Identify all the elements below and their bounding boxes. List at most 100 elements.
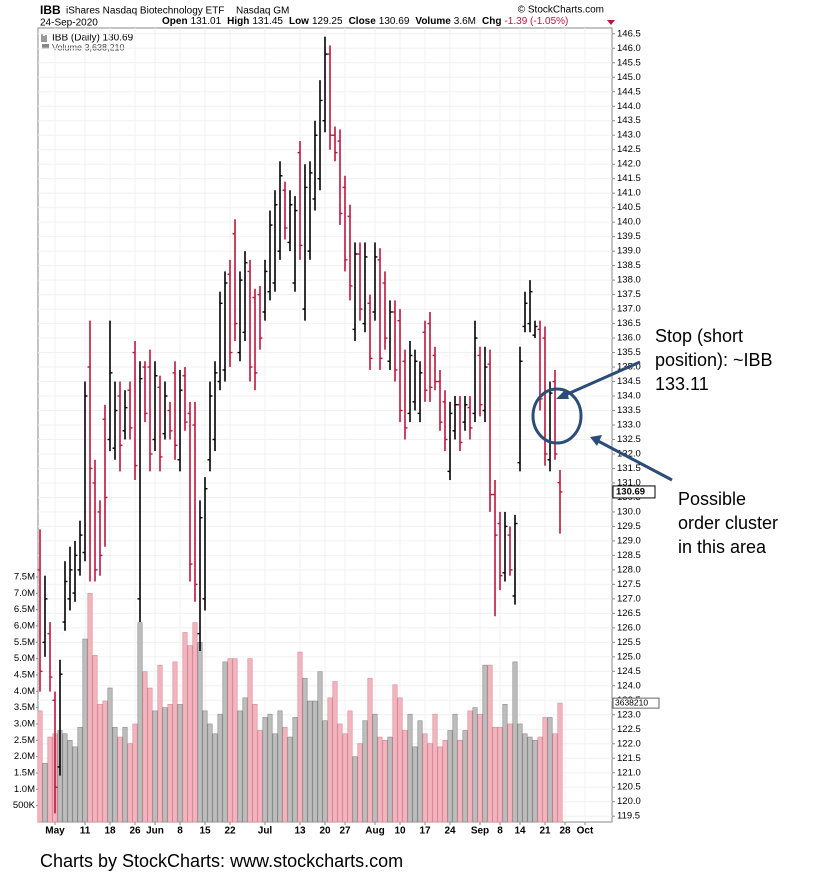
stat-label: Volume — [415, 16, 451, 27]
y-tick-label: 137.0 — [617, 304, 641, 315]
y-tick-label: 142.5 — [617, 144, 641, 155]
y-tick-label: 122.5 — [617, 724, 641, 735]
y-tick-label: 138.5 — [617, 260, 641, 271]
y-tick-label: 121.0 — [617, 767, 641, 778]
footer: Charts by StockCharts: www.stockcharts.c… — [40, 851, 403, 871]
volume-bar — [37, 710, 43, 823]
x-tick-label: 28 — [559, 826, 571, 837]
volume-bar — [367, 677, 373, 823]
volume-bar — [442, 740, 448, 823]
y-tick-label: 133.5 — [617, 405, 641, 416]
y-tick-label: 136.0 — [617, 333, 641, 344]
stat-value: 129.25 — [311, 16, 343, 27]
volume-bar — [92, 655, 98, 823]
y-tick-label: 126.0 — [617, 622, 641, 633]
y-tick-label: 140.0 — [617, 217, 641, 228]
annotation-text: position): ~IBB — [655, 350, 773, 370]
legend-volume: Volume 3,638,210 — [52, 42, 125, 52]
volume-bar — [277, 710, 283, 823]
header-stat: Close 130.69 — [349, 16, 410, 27]
volume-bar — [467, 710, 473, 823]
stat-label: Low — [288, 16, 309, 27]
volume-tick-label: 7.5M — [14, 571, 35, 582]
y-tick-label: 129.5 — [617, 521, 641, 532]
volume-bar — [97, 704, 103, 823]
volume-bar — [297, 651, 303, 823]
y-tick-label: 127.0 — [617, 593, 641, 604]
volume-bar — [232, 658, 238, 823]
volume-tick-label: 6.5M — [14, 604, 35, 615]
y-tick-label: 138.0 — [617, 275, 641, 286]
volume-bar — [222, 661, 228, 823]
y-tick-label: 131.5 — [617, 463, 641, 474]
legend-icon — [42, 44, 49, 49]
y-tick-label: 137.5 — [617, 289, 641, 300]
y-tick-label: 120.0 — [617, 796, 641, 807]
volume-bar — [122, 726, 128, 823]
x-tick-label: 27 — [339, 826, 351, 837]
volume-bar — [282, 726, 288, 823]
y-tick-label: 141.5 — [617, 173, 641, 184]
down-indicator — [607, 20, 615, 25]
volume-bar — [137, 622, 143, 823]
annotation-text: in this area — [678, 537, 767, 557]
y-tick-label: 144.0 — [617, 101, 641, 112]
y-tick-label: 135.5 — [617, 347, 641, 358]
volume-bar — [532, 740, 538, 823]
y-tick-label: 123.0 — [617, 709, 641, 720]
y-tick-label: 133.0 — [617, 420, 641, 431]
volume-tick-label: 1.5M — [14, 768, 35, 779]
volume-bar — [492, 726, 498, 823]
annotation-arrowhead — [590, 435, 602, 446]
volume-bar — [502, 704, 508, 823]
volume-bar — [312, 700, 318, 823]
volume-bar — [527, 736, 533, 823]
volume-bar — [462, 730, 468, 823]
marks: 119.5 120.0 120.5 121.0 121.5 122.0 122.5 123.0… — [13, 28, 660, 837]
volume-bar — [322, 720, 328, 823]
volume-bar — [447, 730, 453, 823]
stat-value: 131.45 — [252, 16, 283, 27]
x-tick-label: 22 — [224, 826, 236, 837]
volume-bar — [142, 671, 148, 823]
volume-bar — [177, 704, 183, 823]
stat-label: Open — [162, 16, 188, 27]
x-tick-label: 17 — [419, 826, 431, 837]
y-tick-label: 145.0 — [617, 72, 641, 83]
x-tick-label: 13 — [294, 826, 306, 837]
volume-bar — [42, 762, 48, 823]
y-tick-label: 130.0 — [617, 506, 641, 517]
legend-icon — [41, 34, 47, 42]
volume-bar — [477, 713, 483, 823]
header-stats: Open 131.01 High 131.45 Low 129.25 Close 130.69… — [162, 16, 568, 27]
chart-subtitle: iShares Nasdaq Biotechnology ETF — [66, 6, 224, 17]
volume-bar — [187, 645, 193, 823]
annotation-text: Stop (short — [655, 326, 743, 346]
annotation-text: order cluster — [678, 513, 778, 533]
volume-bar — [192, 622, 198, 823]
volume-bar — [162, 707, 168, 823]
x-tick-label: 10 — [394, 826, 406, 837]
volume-tick-label: 5.5M — [14, 637, 35, 648]
y-tick-label: 119.5 — [617, 811, 640, 822]
volume-bar — [332, 681, 338, 823]
x-tick-label: Sep — [471, 826, 489, 837]
annotation-text: 133.11 — [655, 374, 709, 394]
volume-bar — [302, 677, 308, 823]
volume-bar — [412, 746, 418, 823]
volume-tick-label: 3.5M — [14, 702, 35, 713]
stat-label: Chg — [482, 16, 502, 27]
volume-bar — [152, 710, 158, 823]
volume-bar — [82, 638, 88, 823]
volume-bar — [457, 740, 463, 823]
volume-bar — [272, 733, 278, 823]
volume-bar — [557, 702, 563, 823]
y-tick-label: 142.0 — [617, 159, 641, 170]
volume-bar — [87, 592, 93, 823]
y-tick-label: 125.5 — [617, 637, 641, 648]
x-tick-label: May — [45, 826, 65, 837]
y-tick-label: 131.0 — [617, 477, 641, 488]
y-tick-label: 126.5 — [617, 608, 641, 619]
y-tick-label: 125.0 — [617, 651, 641, 662]
